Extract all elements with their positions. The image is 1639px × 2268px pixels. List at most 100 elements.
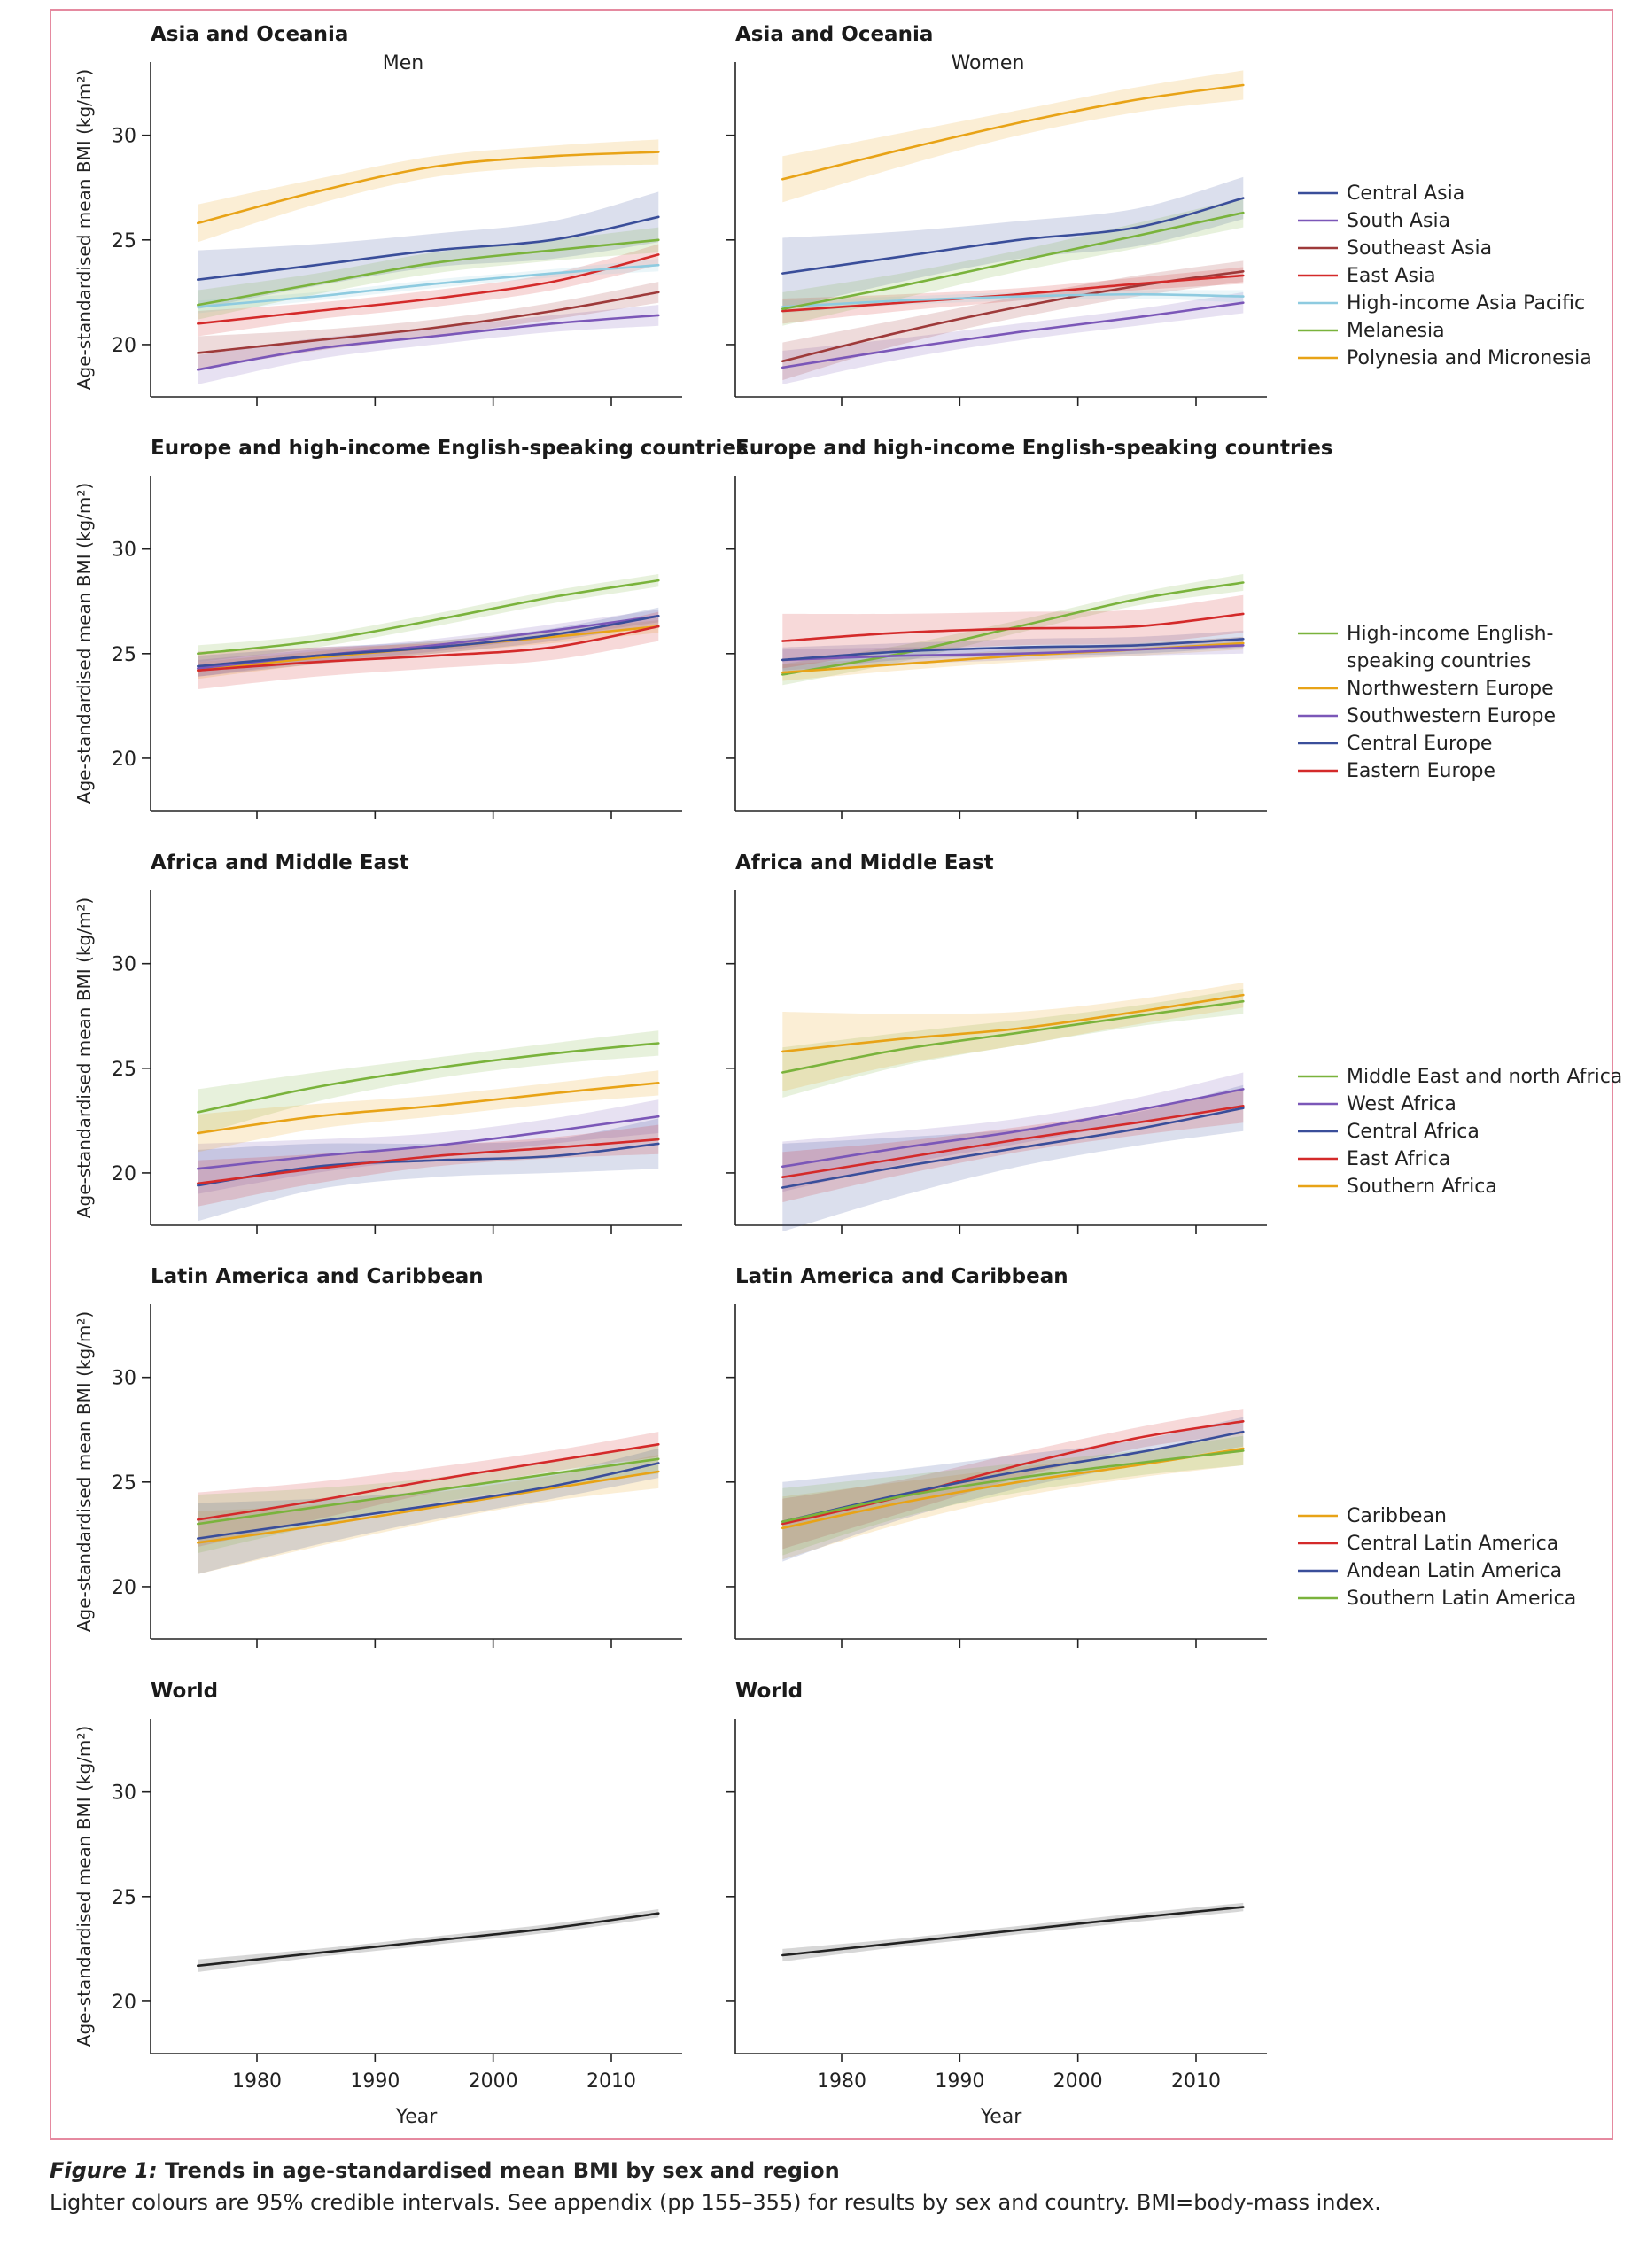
series-line-5	[197, 238, 660, 307]
ci-band-4	[198, 611, 659, 689]
y-tick-label: 30	[112, 1368, 136, 1390]
series-line-2	[197, 1142, 660, 1187]
y-axis-label: Age-standardised mean BMI (kg/m²)	[74, 69, 95, 390]
series-line-3	[781, 638, 1245, 662]
legend-label: Andean Latin America	[1347, 1560, 1562, 1582]
series-line-4	[781, 993, 1245, 1053]
y-axis-label: Age-standardised mean BMI (kg/m²)	[74, 483, 95, 804]
y-axis-label: Age-standardised mean BMI (kg/m²)	[74, 1311, 95, 1632]
legend-4: Caribbean Central Latin America Andean Lat…	[1298, 1505, 1576, 1610]
ci-band-4	[782, 594, 1244, 669]
legend-2: High-income English-speaking countries No…	[1298, 623, 1556, 782]
y-tick-label: 25	[112, 230, 136, 252]
series-line-6	[197, 151, 660, 225]
legend-label: Eastern Europe	[1347, 760, 1495, 782]
y-axis-label: Age-standardised mean BMI (kg/m²)	[74, 897, 95, 1218]
ci-band-1	[782, 291, 1244, 384]
series-line-4	[197, 1082, 660, 1135]
caption-title-text: Trends in age-standardised mean BMI by s…	[165, 2158, 840, 2183]
caption-title: Figure 1: Trends in age-standardised mea…	[50, 2158, 840, 2183]
y-tick-label: 20	[112, 1163, 136, 1185]
legend-label: Melanesia	[1347, 320, 1445, 342]
panel-title: Latin America and Caribbean	[151, 1265, 484, 1288]
x-tick-label: 2010	[586, 2070, 636, 2093]
series-line-0	[197, 1042, 660, 1114]
panel-subtitle: Men	[383, 52, 423, 74]
ci-band-1	[782, 636, 1244, 681]
y-tick-label: 25	[112, 1887, 136, 1909]
y-tick-label: 20	[112, 1577, 136, 1599]
panel-title: Europe and high-income English-speaking …	[735, 437, 1333, 460]
series-line-2	[197, 291, 660, 354]
ci-band-4	[782, 983, 1244, 1091]
panel-title: Africa and Middle East	[151, 851, 409, 874]
chart-panel-men-4: Latin America and Caribbean 20 25 30 Age-sta…	[74, 1265, 682, 1648]
series-line-1	[197, 314, 660, 371]
y-tick-label: 25	[112, 1472, 136, 1495]
series-line-1	[781, 1088, 1245, 1169]
series-line-0	[781, 1906, 1245, 1957]
ci-band-3	[782, 1089, 1244, 1202]
caption-text: Lighter colours are 95% credible interva…	[50, 2190, 1381, 2215]
series-line-0	[197, 1470, 660, 1544]
series-line-2	[197, 1462, 660, 1540]
series-line-3	[197, 1457, 660, 1526]
ci-band-2	[198, 1118, 659, 1222]
series-line-4	[197, 263, 660, 308]
legend-label: Southeast Asia	[1347, 237, 1492, 260]
series-line-3	[197, 1138, 660, 1185]
ci-band-2	[198, 610, 659, 677]
legend-label: Southwestern Europe	[1347, 705, 1556, 727]
legend-label: Central Latin America	[1347, 1533, 1558, 1555]
y-tick-label: 20	[112, 335, 136, 357]
legend-label: Polynesia and Micronesia	[1347, 347, 1592, 369]
figure-frame	[50, 9, 1613, 2140]
panel-title: Latin America and Caribbean	[735, 1265, 1068, 1288]
chart-panel-women-1: Asia and Oceania Women	[726, 23, 1267, 406]
series-line-5	[781, 211, 1245, 311]
ci-band-2	[198, 1449, 659, 1574]
y-tick-label: 25	[112, 644, 136, 666]
chart-panel-women-4: Latin America and Caribbean	[726, 1265, 1267, 1648]
legend-label: Central Asia	[1347, 183, 1464, 205]
legend-label: Caribbean	[1347, 1505, 1447, 1527]
legend-label: Northwestern Europe	[1347, 678, 1554, 700]
chart-panel-women-2: Europe and high-income English-speaking …	[726, 437, 1333, 819]
chart-panel-men-5: World 20 25 30 1980 1990 2000 2010 Year Age-stand…	[74, 1680, 682, 2128]
x-tick-label: 1990	[350, 2070, 400, 2093]
ci-band-6	[198, 139, 659, 243]
x-tick-label: 1980	[232, 2070, 282, 2093]
series-line-0	[781, 581, 1245, 676]
ci-band-6	[782, 70, 1244, 203]
panel-title: World	[735, 1680, 803, 1703]
series-line-1	[197, 1443, 660, 1521]
ci-band-3	[198, 1444, 659, 1554]
series-line-1	[197, 1115, 660, 1170]
panel-title: World	[151, 1680, 218, 1703]
chart-panel-men-2: Europe and high-income English-speaking …	[74, 437, 749, 819]
panel-title: Europe and high-income English-speaking …	[151, 437, 749, 460]
series-line-0	[781, 197, 1245, 275]
series-line-3	[197, 615, 660, 668]
x-tick-label: 2010	[1171, 2070, 1221, 2093]
series-line-3	[781, 274, 1245, 313]
series-line-4	[781, 612, 1245, 642]
series-line-3	[781, 1105, 1245, 1178]
legend-label: Central Europe	[1347, 733, 1492, 755]
legend-label: speaking countries	[1347, 650, 1531, 672]
series-line-0	[781, 999, 1245, 1074]
ci-band-3	[198, 607, 659, 677]
chart-panel-women-5: World 1980 1990 2000 2010 Year	[726, 1680, 1267, 2128]
series-line-1	[781, 1420, 1245, 1526]
ci-band-2	[198, 282, 659, 370]
series-line-0	[197, 579, 660, 656]
ci-band-0	[198, 1455, 659, 1574]
legend-label: High-income English-	[1347, 623, 1553, 645]
legend-label: East Asia	[1347, 265, 1436, 287]
y-tick-label: 25	[112, 1059, 136, 1081]
ci-band-4	[198, 259, 659, 314]
ci-band-0	[198, 1030, 659, 1136]
ci-band-4	[782, 290, 1244, 314]
chart-panel-men-1: Asia and Oceania Men 20 25 30 Age-standardise…	[74, 23, 682, 406]
series-line-6	[781, 83, 1245, 181]
